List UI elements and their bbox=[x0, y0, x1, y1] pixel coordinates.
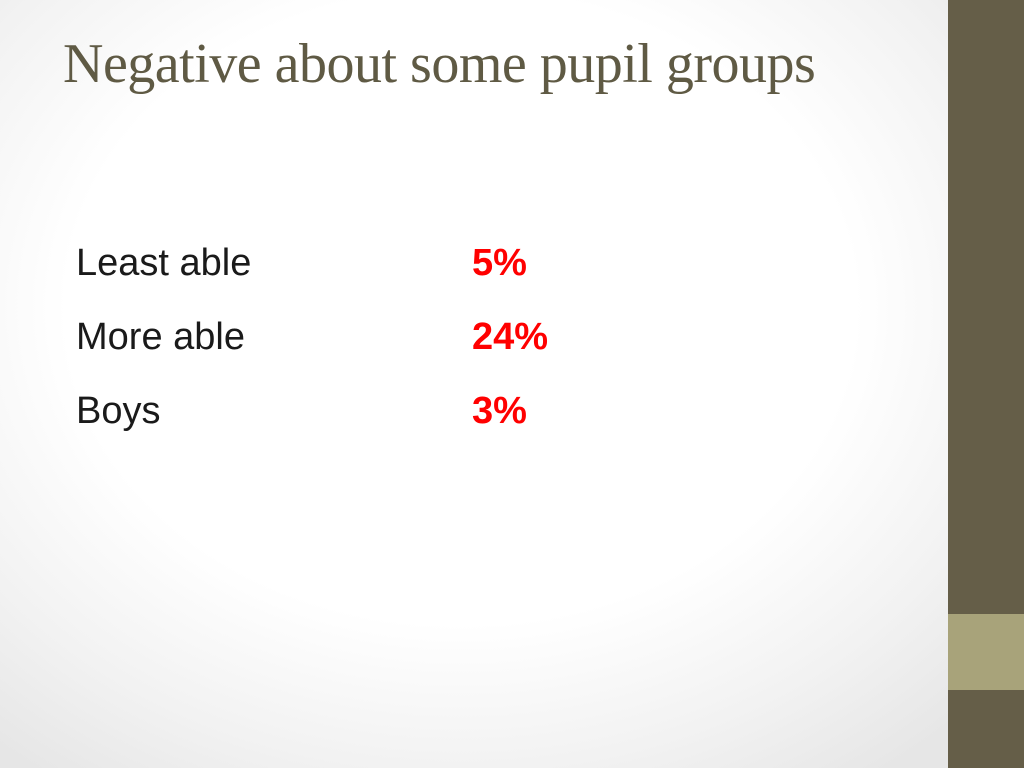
row-label: Least able bbox=[76, 241, 252, 284]
row-value: 3% bbox=[472, 389, 527, 432]
row-label: Boys bbox=[76, 389, 161, 432]
group-list: Least able 5% More able 24% Boys 3% bbox=[76, 226, 876, 448]
row-value: 24% bbox=[472, 315, 549, 358]
list-item-least-able: Least able 5% bbox=[76, 226, 876, 300]
list-item-more-able: More able 24% bbox=[76, 300, 876, 374]
row-label: More able bbox=[76, 315, 245, 358]
slide-title: Negative about some pupil groups bbox=[63, 33, 816, 95]
row-value: 5% bbox=[472, 241, 527, 284]
list-item-boys: Boys 3% bbox=[76, 374, 876, 448]
decorative-sidebar-accent bbox=[948, 614, 1024, 690]
slide: Negative about some pupil groups Least a… bbox=[63, 33, 876, 448]
